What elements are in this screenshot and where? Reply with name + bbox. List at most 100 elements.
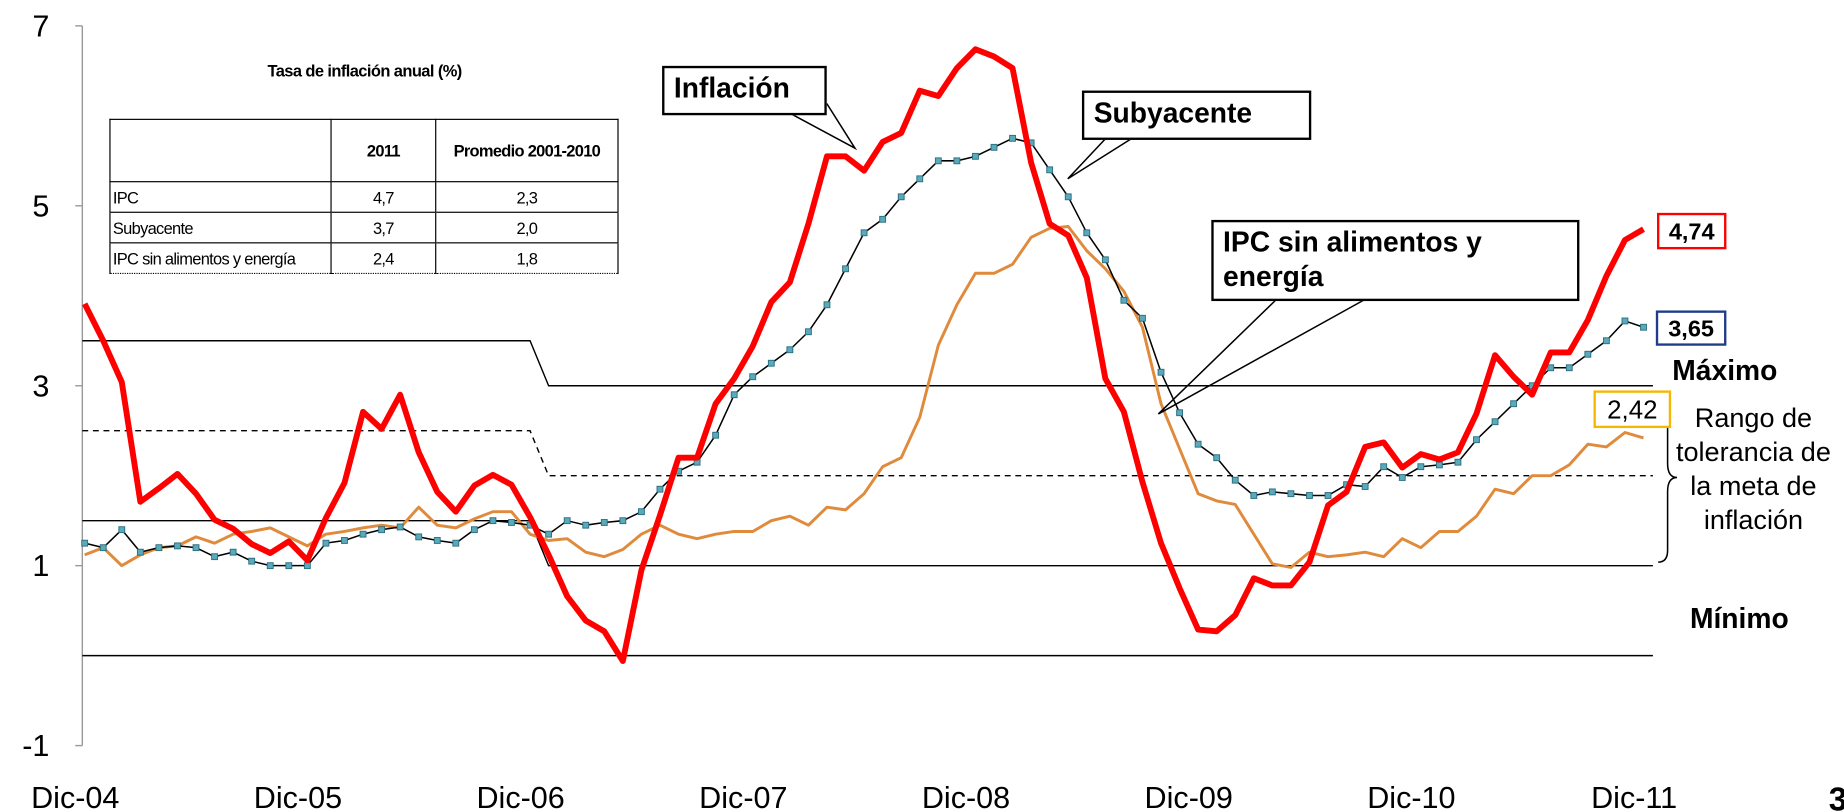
point-marker bbox=[341, 537, 348, 544]
value-label-box bbox=[1655, 310, 1727, 346]
series-callout: Inflación bbox=[662, 65, 827, 116]
point-marker bbox=[1120, 296, 1128, 304]
point-marker bbox=[545, 530, 553, 538]
callout-pointer bbox=[1067, 138, 1132, 180]
point-marker bbox=[860, 229, 868, 237]
value-label-box bbox=[1657, 212, 1727, 250]
point-marker bbox=[285, 562, 293, 570]
y-tick-label: 5 bbox=[32, 189, 49, 223]
point-marker bbox=[1250, 492, 1258, 499]
x-tick-label: Dic-11 bbox=[1591, 781, 1677, 812]
point-marker bbox=[229, 548, 237, 556]
point-marker bbox=[1083, 229, 1091, 237]
point-marker bbox=[972, 152, 979, 160]
point-marker bbox=[1157, 368, 1165, 376]
point-marker bbox=[1640, 323, 1647, 331]
point-marker bbox=[1194, 440, 1202, 448]
cell: 3,7 bbox=[330, 211, 437, 244]
point-marker bbox=[1287, 490, 1295, 498]
x-tick-label: Dic-09 bbox=[1145, 781, 1233, 812]
point-marker bbox=[842, 265, 849, 273]
point-marker bbox=[1306, 492, 1313, 499]
point-marker bbox=[1213, 454, 1221, 462]
cell: 2,4 bbox=[330, 242, 437, 275]
x-tick-label: Dic-06 bbox=[476, 781, 564, 812]
point-marker bbox=[767, 359, 775, 367]
table-corner bbox=[109, 118, 332, 183]
point-marker bbox=[81, 539, 89, 547]
point-marker bbox=[1547, 364, 1555, 372]
point-marker bbox=[211, 553, 218, 561]
point-marker bbox=[1046, 166, 1054, 174]
point-marker bbox=[322, 539, 330, 547]
point-marker bbox=[916, 175, 924, 183]
point-marker bbox=[897, 193, 905, 201]
column-header: 2011 bbox=[330, 118, 437, 183]
point-marker bbox=[1176, 409, 1183, 417]
x-tick-label: Dic-05 bbox=[254, 781, 342, 812]
cell: 2,0 bbox=[435, 211, 619, 244]
callout-pointer bbox=[1157, 299, 1365, 415]
cell: 1,8 bbox=[435, 242, 619, 275]
point-marker bbox=[563, 517, 571, 525]
target-line bbox=[82, 340, 1653, 387]
point-marker bbox=[489, 517, 497, 525]
point-marker bbox=[1064, 193, 1072, 201]
point-marker bbox=[508, 519, 515, 526]
point-marker bbox=[879, 215, 887, 223]
point-marker bbox=[1454, 458, 1462, 466]
point-marker bbox=[378, 526, 386, 534]
value-label: 4,74 bbox=[1669, 219, 1715, 245]
target-line bbox=[82, 430, 1653, 477]
point-marker bbox=[953, 157, 961, 165]
y-tick-label: 1 bbox=[32, 549, 49, 583]
range-label: Rango de tolerancia de la meta de inflac… bbox=[1675, 402, 1831, 536]
point-marker bbox=[1510, 400, 1518, 408]
point-marker bbox=[396, 523, 404, 531]
point-marker bbox=[155, 544, 163, 552]
page-number: 3 bbox=[1829, 781, 1844, 812]
cell: 4,7 bbox=[330, 181, 437, 213]
point-marker bbox=[934, 157, 942, 165]
point-marker bbox=[433, 537, 441, 544]
series-line bbox=[82, 46, 1645, 664]
point-marker bbox=[266, 562, 274, 570]
x-tick-label: Dic-10 bbox=[1367, 781, 1455, 812]
point-marker bbox=[415, 533, 423, 541]
point-marker bbox=[1473, 436, 1480, 444]
point-marker bbox=[118, 526, 126, 534]
point-marker bbox=[749, 373, 757, 381]
table-title: Tasa de inflación anual (%) bbox=[267, 61, 462, 80]
point-marker bbox=[1009, 134, 1016, 142]
max-label: Máximo bbox=[1672, 355, 1778, 387]
point-marker bbox=[990, 143, 998, 151]
point-marker bbox=[1324, 492, 1332, 499]
target-line bbox=[82, 519, 1653, 567]
point-marker bbox=[136, 548, 144, 556]
point-marker bbox=[1417, 463, 1425, 471]
point-marker bbox=[1380, 463, 1388, 471]
x-tick-label: Dic-08 bbox=[922, 781, 1010, 812]
point-marker bbox=[619, 517, 627, 525]
point-marker bbox=[730, 391, 738, 399]
point-marker bbox=[174, 542, 181, 550]
point-marker bbox=[712, 431, 720, 439]
column-header: Promedio 2001-2010 bbox=[435, 118, 619, 183]
series-line bbox=[84, 225, 1644, 569]
y-tick-label: 7 bbox=[32, 9, 49, 43]
point-marker bbox=[1602, 337, 1610, 345]
value-label: 3,65 bbox=[1668, 316, 1714, 342]
row-label: IPC sin alimentos y energía bbox=[109, 242, 332, 275]
point-marker bbox=[823, 301, 831, 309]
series-callout: IPC sin alimentos y energía bbox=[1211, 219, 1580, 302]
min-label: Mínimo bbox=[1689, 603, 1789, 636]
point-marker bbox=[192, 544, 200, 552]
callout-pointer bbox=[791, 103, 858, 151]
point-marker bbox=[359, 530, 367, 538]
y-tick-label: -1 bbox=[22, 729, 49, 763]
point-marker bbox=[786, 346, 794, 354]
point-marker bbox=[582, 521, 590, 529]
